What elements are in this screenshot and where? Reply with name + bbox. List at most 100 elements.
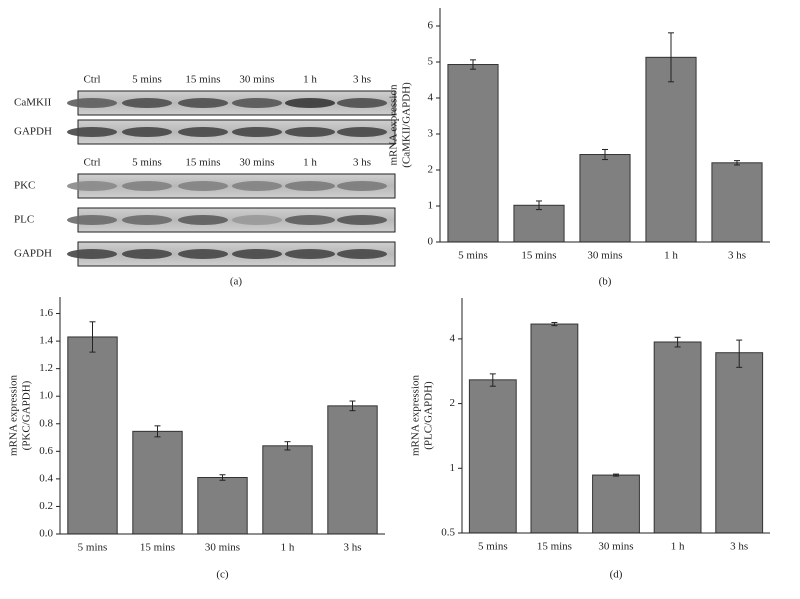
band [285,215,335,225]
blot-panel: Ctrl 5 mins 15 mins 30 mins 1 h 3 hs Ctrl 5 min… [14,74,396,288]
y-axis-label: mRNA expression [410,375,422,456]
band [122,127,172,137]
x-tick-label: 3 hs [728,250,746,262]
bar [132,430,183,535]
y-tick-label: 1 [428,200,434,212]
bar [645,56,697,243]
x-tick-label: 15 mins [521,250,556,262]
band [67,127,117,137]
x-tick-label: 1 h [664,250,678,262]
panel-label: (a) [230,276,243,288]
band [178,98,228,108]
band [337,215,387,225]
lane-label: 1 h [303,157,317,169]
y-axis-label: (CaMKII/GAPDH) [401,82,413,168]
bar [262,445,313,535]
band [67,98,117,108]
x-tick-label: 30 mins [598,541,633,553]
lane-label: 3 hs [353,74,371,86]
bar [592,474,640,534]
y-tick-label: 3 [428,128,434,140]
lane-label: 15 mins [185,157,220,169]
band [67,181,117,191]
band [178,181,228,191]
y-axis-label: (PKC/GAPDH) [21,380,33,450]
x-tick-label: 30 mins [587,250,622,262]
lane-label: 5 mins [132,157,162,169]
band [178,215,228,225]
bar [197,477,248,535]
band [337,181,387,191]
bar [530,323,579,534]
y-tick-label: 0.2 [39,500,53,512]
panel-label: (b) [599,276,612,288]
x-tick-label: 30 mins [205,542,240,554]
band [67,249,117,259]
band [67,215,117,225]
y-tick-label: 5 [428,56,434,68]
x-tick-label: 5 mins [478,541,508,553]
y-tick-label: 1.0 [39,390,53,402]
band [337,98,387,108]
y-tick-label: 1.2 [39,362,53,374]
panel-label: (c) [216,569,229,581]
x-tick-label: 3 hs [343,542,361,554]
y-tick-label: 0.6 [39,445,53,457]
bar [653,341,702,534]
band [122,215,172,225]
row-label: GAPDH [14,248,52,260]
y-tick-label: 0.5 [441,527,455,539]
y-tick-label: 6 [428,20,434,32]
y-tick-label: 0.0 [39,528,53,540]
x-tick-label: 15 mins [537,541,572,553]
band [178,127,228,137]
band [285,181,335,191]
band [285,98,335,108]
band [232,215,282,225]
bar [711,162,763,243]
bar [715,352,764,534]
bar [67,336,118,535]
x-tick-label: 5 mins [458,250,488,262]
band [232,249,282,259]
y-tick-label: 4 [450,332,456,344]
lane-label: 5 mins [132,74,162,86]
lane-label: 30 mins [239,74,274,86]
bar [447,64,499,243]
y-tick-label: 0.4 [39,472,53,484]
band [285,249,335,259]
y-axis-label: mRNA expression [388,84,400,165]
lane-label: Ctrl [83,157,100,169]
lane-label: 30 mins [239,157,274,169]
x-tick-label: 1 h [281,542,295,554]
y-tick-label: 1.4 [39,335,53,347]
band [285,127,335,137]
y-tick-label: 0.8 [39,417,53,429]
y-axis-label: (PLC/GAPDH) [423,381,435,450]
bar [468,379,517,534]
band [232,181,282,191]
lane-label: 3 hs [353,157,371,169]
x-tick-label: 1 h [671,541,685,553]
bar [579,154,631,243]
band [178,249,228,259]
band [122,181,172,191]
lane-label: 1 h [303,74,317,86]
band [232,98,282,108]
y-tick-label: 1.6 [39,307,53,319]
row-label: PLC [14,214,34,226]
lane-label: 15 mins [185,74,220,86]
y-axis-label: mRNA expression [8,375,20,456]
y-tick-label: 1 [450,462,456,474]
row-label: GAPDH [14,126,52,138]
band [122,249,172,259]
band [122,98,172,108]
x-tick-label: 3 hs [730,541,748,553]
y-tick-label: 2 [450,397,456,409]
panel-label: (d) [610,569,623,581]
y-tick-label: 4 [428,92,434,104]
bar [513,204,565,243]
bar [327,405,378,535]
x-tick-label: 15 mins [140,542,175,554]
